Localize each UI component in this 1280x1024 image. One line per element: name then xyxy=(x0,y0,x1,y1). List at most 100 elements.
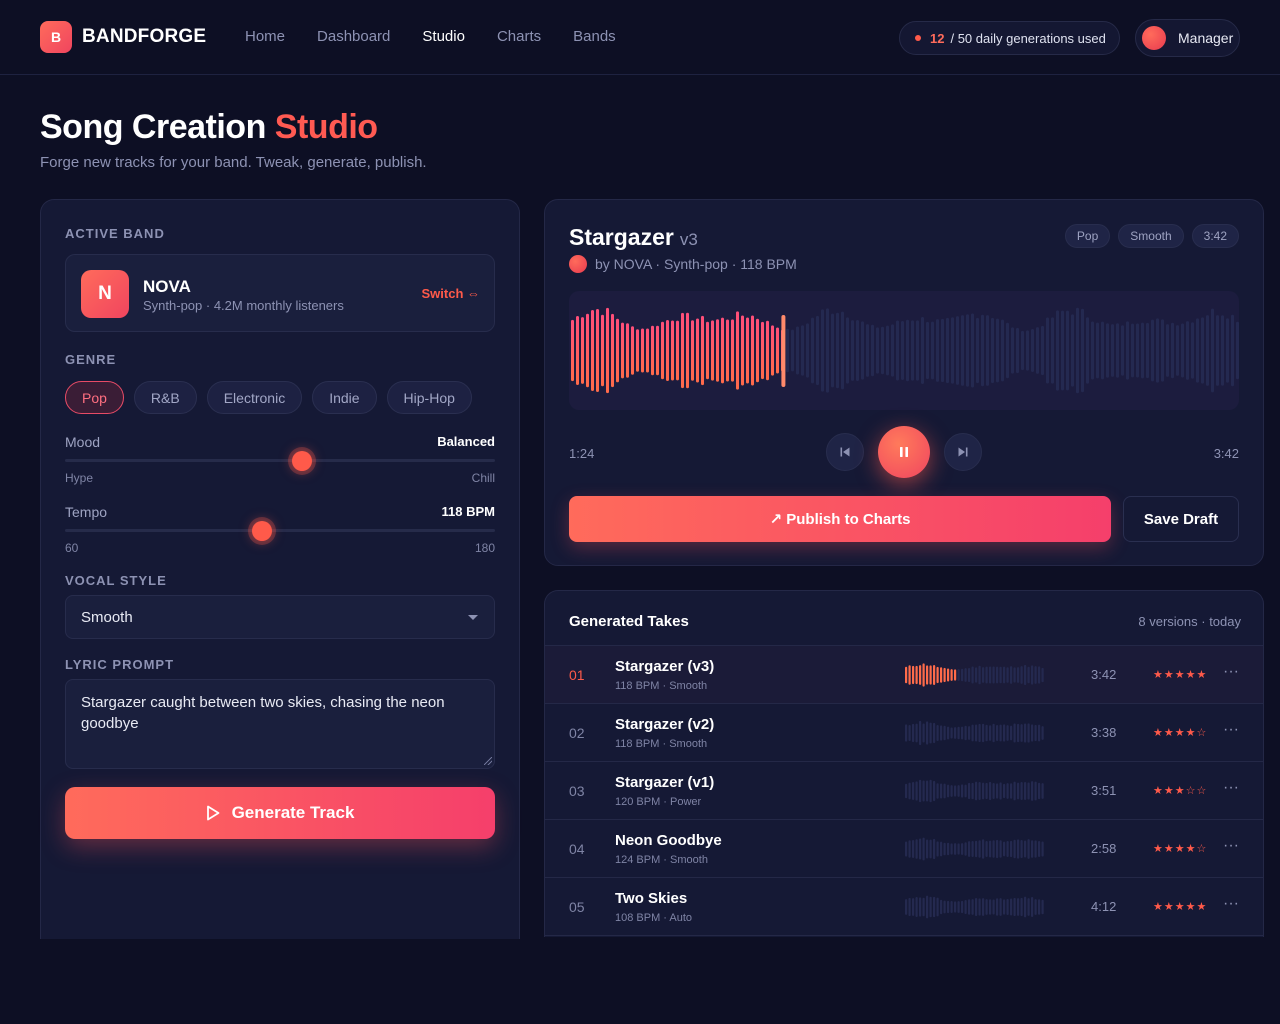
take-waveform[interactable] xyxy=(903,662,1045,688)
brand-name: BANDFORGE xyxy=(82,26,207,47)
more-horizontal-icon[interactable]: ··· xyxy=(1223,721,1239,738)
waveform-bar-played xyxy=(771,325,774,376)
waveform-bar xyxy=(1061,310,1064,391)
pause-button[interactable] xyxy=(878,426,930,478)
table-row[interactable]: 04 Neon Goodbye 124 BPM · Smooth 2:58 ★★★★☆ ·… xyxy=(545,820,1263,878)
waveform-bar xyxy=(919,838,922,860)
save-draft-button[interactable]: Save Draft xyxy=(1123,496,1239,542)
take-name: Stargazer (v3) xyxy=(615,658,715,675)
song-tags: Pop Smooth 3:42 xyxy=(1064,224,1239,248)
vocal-style-select[interactable]: Smooth xyxy=(65,595,495,639)
mood-max-label: Chill xyxy=(471,471,495,485)
generate-track-button[interactable]: Generate Track xyxy=(65,787,495,839)
waveform-bar xyxy=(806,323,809,378)
take-duration: 3:42 xyxy=(1091,667,1117,682)
waveform-bar xyxy=(1031,665,1034,685)
lyric-prompt-label: LYRIC PROMPT xyxy=(65,657,175,672)
resize-handle-icon[interactable] xyxy=(484,757,492,765)
waveform-bar xyxy=(1017,723,1020,743)
waveform-bar xyxy=(985,666,988,684)
table-row[interactable]: 02 Stargazer (v2) 118 BPM · Smooth 3:38 ★★★★… xyxy=(545,704,1263,762)
waveform-bar xyxy=(1034,724,1037,742)
tempo-slider-track[interactable] xyxy=(65,529,495,532)
previous-button[interactable] xyxy=(826,433,864,471)
genre-chip-indie[interactable]: Indie xyxy=(312,381,377,414)
waveform-bar xyxy=(1041,899,1044,915)
waveform-bar xyxy=(912,898,915,916)
take-index: 04 xyxy=(569,841,585,857)
brand[interactable]: B BANDFORGE xyxy=(40,21,206,53)
playhead[interactable] xyxy=(781,315,786,387)
user-role: Manager xyxy=(1178,30,1234,46)
waveform-bar xyxy=(981,314,984,387)
vocal-style-value: Smooth xyxy=(81,608,133,626)
nav-home[interactable]: Home xyxy=(245,28,286,45)
waveform-bar xyxy=(1101,321,1104,380)
waveform-bar xyxy=(1071,314,1074,387)
take-waveform[interactable] xyxy=(903,894,1045,920)
creation-panel: ACTIVE BAND N NOVA Synth-pop · 4.2M mont… xyxy=(40,199,520,939)
take-waveform[interactable] xyxy=(903,720,1045,746)
waveform-bar-played xyxy=(581,317,584,384)
switch-band-button[interactable]: Switch ⇔ xyxy=(421,286,480,301)
table-row[interactable]: 03 Stargazer (v1) 120 BPM · Power 3:51 ★★★☆☆… xyxy=(545,762,1263,820)
waveform-bar xyxy=(933,780,936,802)
waveform-bar xyxy=(943,842,946,856)
waveform-bar xyxy=(961,668,964,682)
more-horizontal-icon[interactable]: ··· xyxy=(1223,837,1239,854)
genre-chip-rnb[interactable]: R&B xyxy=(133,381,197,414)
waveform-bar-played xyxy=(586,313,589,388)
waveform-bar xyxy=(978,723,981,743)
nav-charts[interactable]: Charts xyxy=(496,28,542,45)
mood-slider-thumb[interactable] xyxy=(291,451,312,471)
more-horizontal-icon[interactable]: ··· xyxy=(1223,663,1239,680)
waveform-bar xyxy=(1031,896,1034,918)
waveform-bar xyxy=(916,320,919,381)
band-name: NOVA xyxy=(143,277,191,296)
user-menu[interactable]: Manager xyxy=(1135,19,1240,57)
waveform-bar xyxy=(999,898,1002,916)
waveform-bar xyxy=(978,782,981,800)
usage-indicator: 12 / 50 daily generations used xyxy=(899,21,1120,55)
more-horizontal-icon[interactable]: ··· xyxy=(1223,895,1239,912)
waveform-scrubber[interactable] xyxy=(569,291,1239,410)
more-horizontal-icon[interactable]: ··· xyxy=(1223,779,1239,796)
table-row[interactable]: 05 Two Skies 108 BPM · Auto 4:12 ★★★★★ ··· xyxy=(545,878,1263,936)
nav-bands[interactable]: Bands xyxy=(573,28,616,45)
waveform-bar-played xyxy=(571,319,574,382)
waveform-bar xyxy=(1056,310,1059,391)
publish-button[interactable]: ↗ Publish to Charts xyxy=(569,496,1111,542)
tempo-slider-thumb[interactable] xyxy=(252,521,273,541)
usage-text: / 50 daily generations used xyxy=(950,30,1106,46)
take-duration: 3:51 xyxy=(1091,783,1117,798)
table-row[interactable]: 01 Stargazer (v3) 118 BPM · Smooth 3:42 ★★★★… xyxy=(545,646,1263,704)
waveform-bar xyxy=(919,779,922,803)
waveform-bar-played xyxy=(666,319,669,382)
active-band-label: ACTIVE BAND xyxy=(65,226,165,241)
waveform-bar xyxy=(1066,310,1069,391)
waveform-bar xyxy=(1171,322,1174,379)
take-waveform[interactable] xyxy=(903,778,1045,804)
lyric-prompt-input[interactable]: Stargazer caught between two skies, chas… xyxy=(65,679,495,769)
waveform-bar-played xyxy=(646,328,649,373)
top-bar: B BANDFORGE Home Dashboard Studio Charts… xyxy=(0,0,1280,75)
waveform-bar xyxy=(961,315,964,386)
waveform-bar xyxy=(940,841,943,857)
genre-chip-pop[interactable]: Pop xyxy=(65,381,124,414)
waveform-bar-played xyxy=(950,669,953,681)
waveform-bar xyxy=(1020,782,1023,800)
waveform-bar xyxy=(996,725,999,741)
waveform-bar-played xyxy=(671,320,674,381)
song-title: Stargazer v3 xyxy=(569,224,698,251)
mood-slider-track[interactable] xyxy=(65,459,495,462)
waveform-bar xyxy=(796,326,799,375)
genre-chip-electronic[interactable]: Electronic xyxy=(206,381,303,414)
waveform-bar xyxy=(971,782,974,800)
take-waveform[interactable] xyxy=(903,836,1045,862)
next-button[interactable] xyxy=(944,433,982,471)
nav-dashboard[interactable]: Dashboard xyxy=(317,28,391,45)
waveform-bar xyxy=(922,723,925,743)
waveform-bar xyxy=(922,897,925,917)
nav-studio[interactable]: Studio xyxy=(422,28,465,45)
genre-chip-hiphop[interactable]: Hip-Hop xyxy=(386,381,472,414)
